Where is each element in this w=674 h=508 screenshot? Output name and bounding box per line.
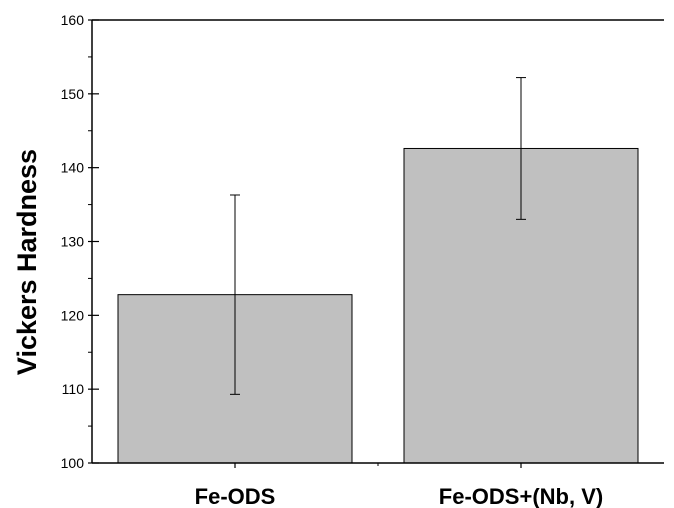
y-tick-label-120: 120	[61, 307, 85, 323]
x-axis-labels: Fe-ODS Fe-ODS+(Nb, V)	[195, 484, 604, 508]
y-axis-title: Vickers Hardness	[12, 149, 42, 375]
y-tick-label-100: 100	[61, 455, 85, 471]
y-tick-label-140: 140	[61, 160, 85, 176]
y-tick-label-110: 110	[62, 381, 85, 397]
y-axis-ticks: 100 110 120 130 140 150 160	[61, 12, 99, 471]
x-tick-label-1: Fe-ODS	[195, 484, 276, 508]
y-tick-label-130: 130	[61, 234, 85, 250]
x-tick-label-2: Fe-ODS+(Nb, V)	[439, 484, 603, 508]
y-tick-label-150: 150	[61, 86, 85, 102]
y-tick-label-160: 160	[61, 12, 85, 28]
plot-area	[91, 19, 664, 468]
